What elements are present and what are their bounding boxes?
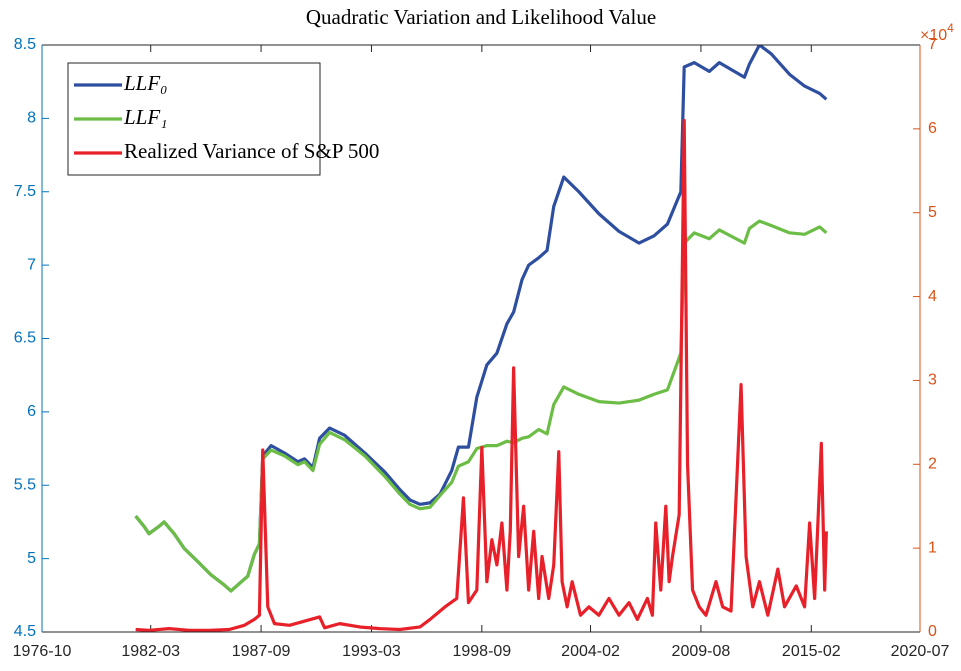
x-tick-label: 2009-08 <box>672 643 731 660</box>
x-tick-label: 2015-02 <box>782 643 841 660</box>
x-tick-label: 1982-03 <box>121 643 180 660</box>
x-tick-label: 1987-09 <box>232 643 291 660</box>
x-tick-label: 1998-09 <box>452 643 511 660</box>
y2-tick-label: 1 <box>928 539 937 556</box>
y-tick-label: 8.5 <box>14 36 36 53</box>
series-line <box>134 219 828 593</box>
x-tick-label: 1976-10 <box>13 643 72 660</box>
y-tick-label: 6.5 <box>14 330 36 347</box>
y2-tick-label: 2 <box>928 456 937 473</box>
y2-tick-label: 7 <box>928 36 937 53</box>
y2-tick-label: 3 <box>928 372 937 389</box>
multiplier-exponent: 4 <box>947 21 954 35</box>
y2-tick-label: 0 <box>928 623 937 640</box>
y-tick-label: 7.5 <box>14 183 36 200</box>
y-tick-label: 5.5 <box>14 476 36 493</box>
y2-tick-label: 6 <box>928 120 937 137</box>
y-tick-label: 7 <box>27 256 36 273</box>
legend-label: Realized Variance of S&P 500 <box>124 139 379 163</box>
y-tick-label: 6 <box>27 403 36 420</box>
y2-multiplier: ×104 <box>920 21 954 44</box>
y-tick-label: 4.5 <box>14 623 36 640</box>
legend: LLF₀ LLF₁ Realized Variance of S&P 500 <box>67 62 379 176</box>
legend-label: LLF₀ <box>123 71 168 95</box>
legend-label: LLF₁ <box>123 105 168 129</box>
y-tick-label: 8 <box>27 110 36 127</box>
multiplier-base: ×10 <box>920 27 947 44</box>
x-tick-label: 2020-07 <box>891 643 950 660</box>
y2-tick-label: 5 <box>928 204 937 221</box>
x-tick-label: 1993-03 <box>342 643 401 660</box>
y2-tick-label: 4 <box>928 288 937 305</box>
series-line <box>135 118 828 632</box>
x-tick-label: 2004-02 <box>561 643 620 660</box>
chart-title: Quadratic Variation and Likelihood Value <box>306 5 656 29</box>
y-tick-label: 5 <box>27 550 36 567</box>
